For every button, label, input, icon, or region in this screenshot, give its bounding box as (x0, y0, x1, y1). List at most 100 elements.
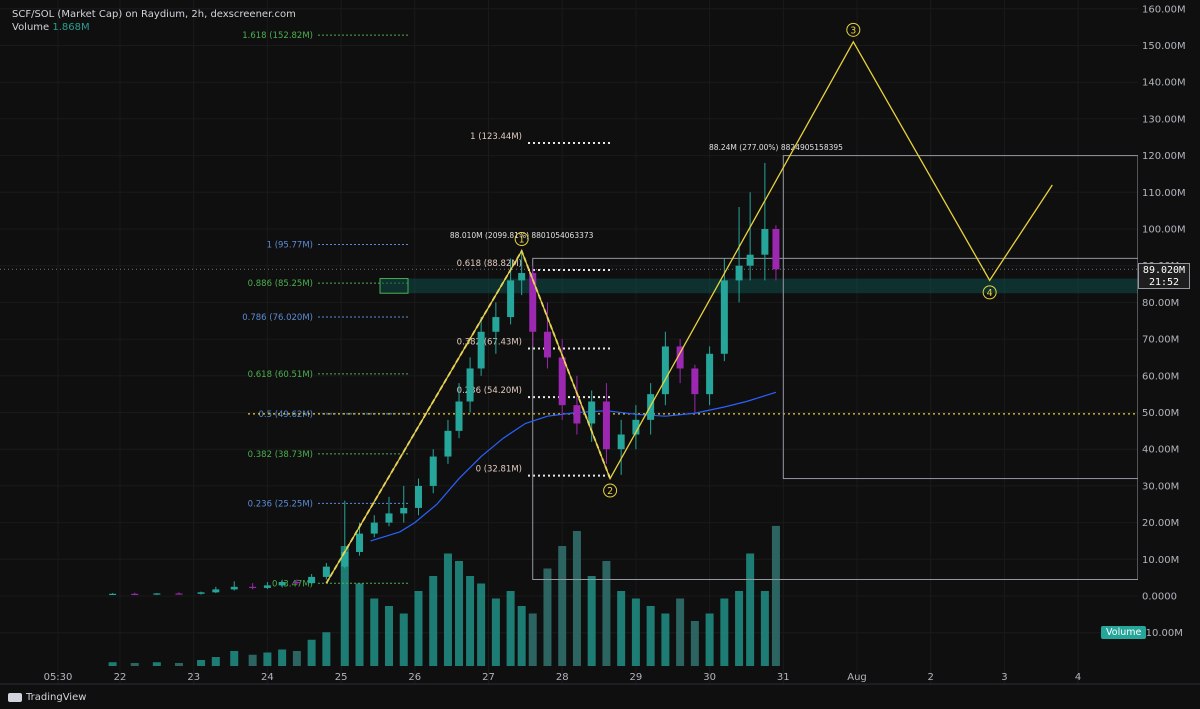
candle (617, 419, 625, 475)
fib-level-label: 0 (3.47M) (272, 579, 313, 589)
fib-level-label: 0.236 (25.25M) (248, 499, 313, 509)
volume-bar (322, 632, 331, 666)
time-axis[interactable]: 05:30 22 23 24 25 26 27 28 29 30 31 Aug 2 3 4 (0, 672, 1200, 685)
volume-bar (477, 583, 486, 666)
fib-level-label: 0.618 (60.51M) (248, 370, 313, 380)
price-tick-label: 50.00M (1142, 408, 1179, 419)
volume-bar (174, 663, 183, 666)
volume-bar (602, 561, 611, 666)
candle (706, 346, 714, 406)
candle-body (772, 229, 780, 270)
time-tick-label: 31 (777, 672, 790, 683)
time-tick-label: 22 (114, 672, 127, 683)
support-zone (380, 278, 1138, 294)
price-tick-label: 0.0000 (1142, 592, 1177, 603)
candlesticks (109, 162, 780, 595)
candle (370, 515, 378, 538)
candle (322, 562, 330, 580)
bar-countdown: 21:52 (1148, 277, 1180, 288)
price-tick-label: 60.00M (1142, 371, 1179, 382)
volume-bar (720, 598, 729, 666)
candle (109, 593, 117, 595)
wave-marker-label: 2 (607, 486, 613, 497)
volume-legend-label: Volume (12, 22, 50, 33)
fib-level-label: 0.236 (54.20M) (457, 386, 522, 396)
volume-bar (355, 583, 364, 666)
price-axis[interactable]: -10.00M 0.0000 10.00M 20.00M 30.00M 40.00M 50.… (1138, 0, 1200, 684)
volume-bar (130, 663, 139, 666)
price-tick-label: -10.00M (1142, 628, 1183, 639)
candle-body (617, 434, 625, 450)
candle (341, 500, 349, 569)
price-tick-label: 160.00M (1142, 4, 1186, 15)
candle (477, 317, 485, 376)
fib-level-label: 0.618 (88.82M) (457, 259, 522, 269)
candle-body (341, 551, 349, 567)
candle-body (370, 522, 378, 534)
volume-bar (528, 613, 537, 666)
candle (308, 573, 316, 585)
candle-body (518, 273, 526, 281)
price-tick-label: 150.00M (1142, 41, 1186, 52)
candle (400, 485, 408, 523)
candle (197, 591, 205, 595)
volume-bar (760, 591, 769, 666)
candle (385, 496, 393, 527)
fib-level-label: 1 (123.44M) (470, 132, 522, 142)
price-tick-label: 100.00M (1142, 225, 1186, 236)
candle-body (109, 593, 117, 595)
wave-marker-circle (846, 22, 861, 37)
candle (746, 192, 754, 281)
last-price-value: 89.020M (1142, 265, 1186, 276)
volume-bar (491, 598, 500, 666)
time-tick-label: 4 (1075, 672, 1081, 683)
elliott-wave: 1 2 3 4 (325, 22, 1053, 584)
candle (444, 419, 452, 464)
last-price-badge: 89.020M 21:52 (1138, 263, 1190, 289)
tradingview-label: TradingView (26, 692, 87, 703)
volume-bar (414, 591, 423, 666)
volume-axis-badge: Volume (1101, 626, 1147, 639)
candle (632, 405, 640, 450)
candle-body (735, 265, 743, 281)
candle (263, 582, 271, 590)
candle-body (632, 419, 640, 435)
time-tick-label: 30 (703, 672, 716, 683)
candle-body (400, 507, 408, 514)
price-axis-bg (1138, 0, 1200, 684)
candle (429, 449, 437, 494)
support-zone-anchor (379, 278, 409, 294)
candle (278, 580, 286, 587)
volume-bar (587, 576, 596, 666)
candle (175, 592, 183, 595)
time-tick-label: 24 (261, 672, 274, 683)
fib-level-label: 0.382 (67.43M) (457, 338, 522, 348)
candle-body (414, 485, 422, 508)
moving-average (370, 391, 777, 542)
candle-body (477, 331, 485, 369)
tradingview-logo[interactable]: TradingView (8, 692, 86, 703)
price-tick-label: 40.00M (1142, 445, 1179, 456)
volume-bar (292, 651, 301, 666)
wave-marker-label: 1 (519, 235, 525, 246)
candle (414, 478, 422, 516)
time-tick-label: 23 (187, 672, 200, 683)
volume-legend: Volume 1.868M (12, 21, 296, 34)
volume-bar (543, 568, 552, 666)
wave-marker-circle (603, 483, 618, 498)
wave-marker-circle (982, 285, 997, 300)
wave-marker-label: 4 (987, 288, 993, 299)
volume-bar (771, 525, 780, 666)
candle-body (322, 566, 330, 577)
candle (691, 364, 699, 413)
measure-annotation: 88.010M (2099.81%) 8801054063373 (450, 231, 594, 240)
candle-body (720, 280, 728, 354)
volume-bar (690, 621, 699, 666)
time-tick-label: 28 (556, 672, 569, 683)
candle-body (308, 576, 316, 584)
volume-bar (466, 576, 475, 666)
fib-level-label: 1.618 (152.82M) (242, 31, 313, 41)
price-tick-label: 140.00M (1142, 78, 1186, 89)
candle-body (543, 331, 551, 358)
